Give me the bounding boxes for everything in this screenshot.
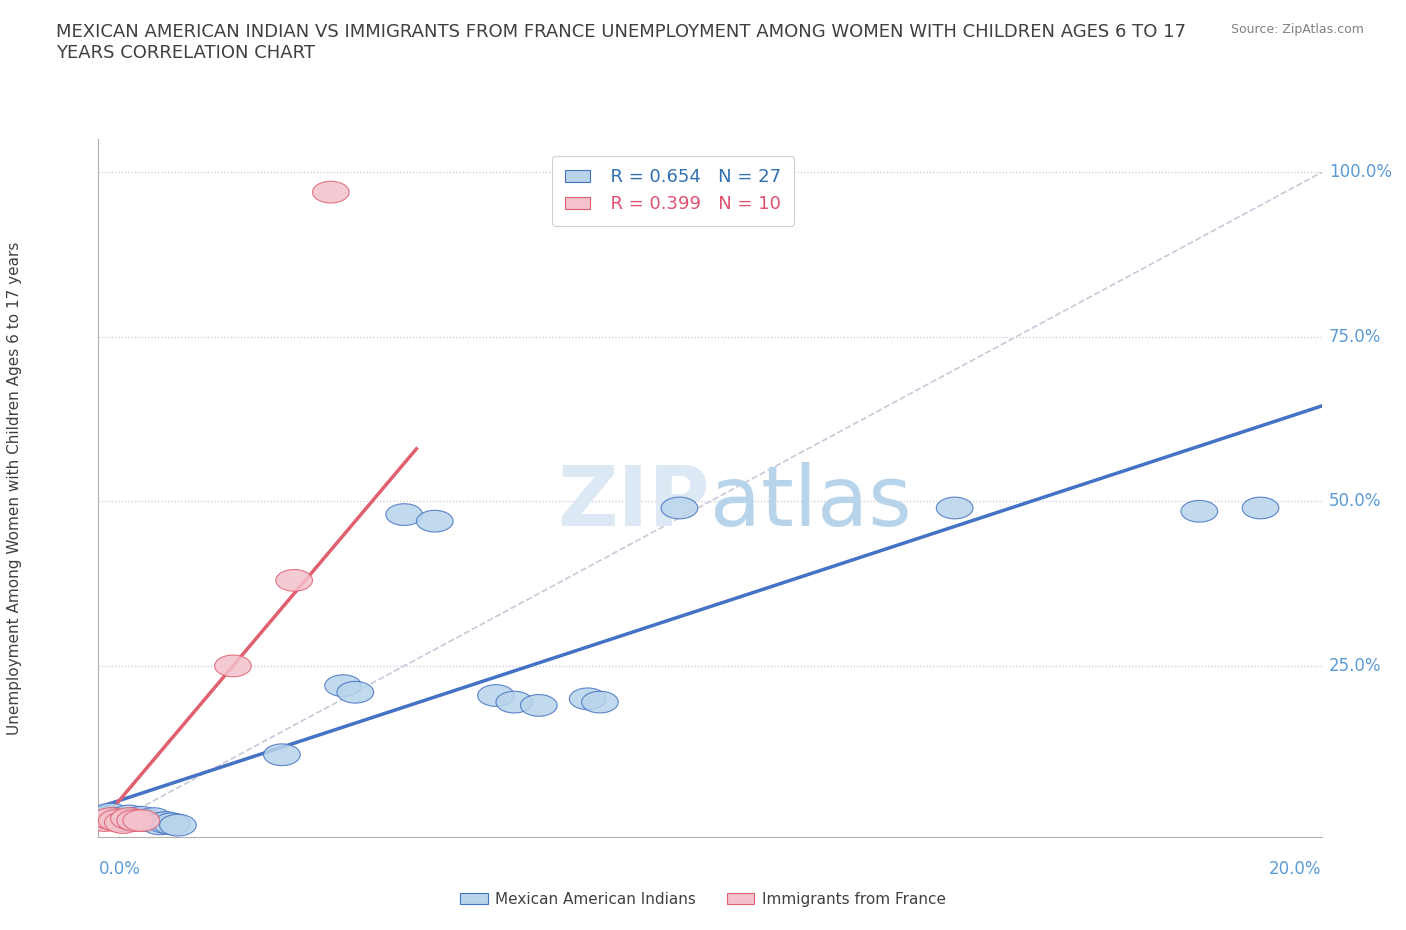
Ellipse shape (661, 498, 697, 519)
Ellipse shape (325, 675, 361, 697)
Ellipse shape (93, 808, 129, 830)
Ellipse shape (478, 684, 515, 707)
Ellipse shape (98, 808, 135, 830)
Ellipse shape (93, 804, 129, 825)
Ellipse shape (520, 695, 557, 716)
Ellipse shape (141, 813, 179, 835)
Ellipse shape (215, 655, 252, 677)
Ellipse shape (104, 810, 141, 831)
Ellipse shape (86, 810, 122, 831)
Ellipse shape (104, 812, 141, 833)
Text: 50.0%: 50.0% (1329, 492, 1381, 511)
Text: 20.0%: 20.0% (1270, 860, 1322, 878)
Ellipse shape (111, 808, 148, 830)
Ellipse shape (936, 498, 973, 519)
Ellipse shape (148, 812, 184, 833)
Text: MEXICAN AMERICAN INDIAN VS IMMIGRANTS FROM FRANCE UNEMPLOYMENT AMONG WOMEN WITH : MEXICAN AMERICAN INDIAN VS IMMIGRANTS FR… (56, 23, 1187, 62)
Ellipse shape (569, 688, 606, 710)
Text: 25.0%: 25.0% (1329, 657, 1381, 675)
Ellipse shape (153, 813, 190, 835)
Ellipse shape (337, 682, 374, 703)
Text: 75.0%: 75.0% (1329, 328, 1381, 346)
Ellipse shape (1181, 500, 1218, 522)
Text: atlas: atlas (710, 461, 911, 543)
Ellipse shape (1241, 498, 1279, 519)
Ellipse shape (86, 806, 122, 828)
Ellipse shape (276, 569, 312, 591)
Ellipse shape (582, 691, 619, 713)
Ellipse shape (117, 810, 153, 831)
Ellipse shape (111, 805, 148, 827)
Ellipse shape (263, 744, 301, 765)
Ellipse shape (122, 806, 160, 828)
Ellipse shape (117, 808, 153, 830)
Text: 0.0%: 0.0% (98, 860, 141, 878)
Text: ZIP: ZIP (558, 461, 710, 543)
Text: Unemployment Among Women with Children Ages 6 to 17 years: Unemployment Among Women with Children A… (7, 242, 21, 735)
Ellipse shape (385, 504, 423, 525)
Ellipse shape (416, 511, 453, 532)
Ellipse shape (312, 181, 349, 203)
Ellipse shape (122, 810, 160, 831)
Ellipse shape (135, 808, 172, 830)
Text: 100.0%: 100.0% (1329, 164, 1392, 181)
Ellipse shape (98, 810, 135, 831)
Ellipse shape (160, 815, 197, 836)
Ellipse shape (129, 810, 166, 831)
Legend:   R = 0.654   N = 27,   R = 0.399   N = 10: R = 0.654 N = 27, R = 0.399 N = 10 (553, 155, 794, 226)
Legend: Mexican American Indians, Immigrants from France: Mexican American Indians, Immigrants fro… (454, 886, 952, 913)
Text: Source: ZipAtlas.com: Source: ZipAtlas.com (1230, 23, 1364, 36)
Ellipse shape (496, 691, 533, 713)
